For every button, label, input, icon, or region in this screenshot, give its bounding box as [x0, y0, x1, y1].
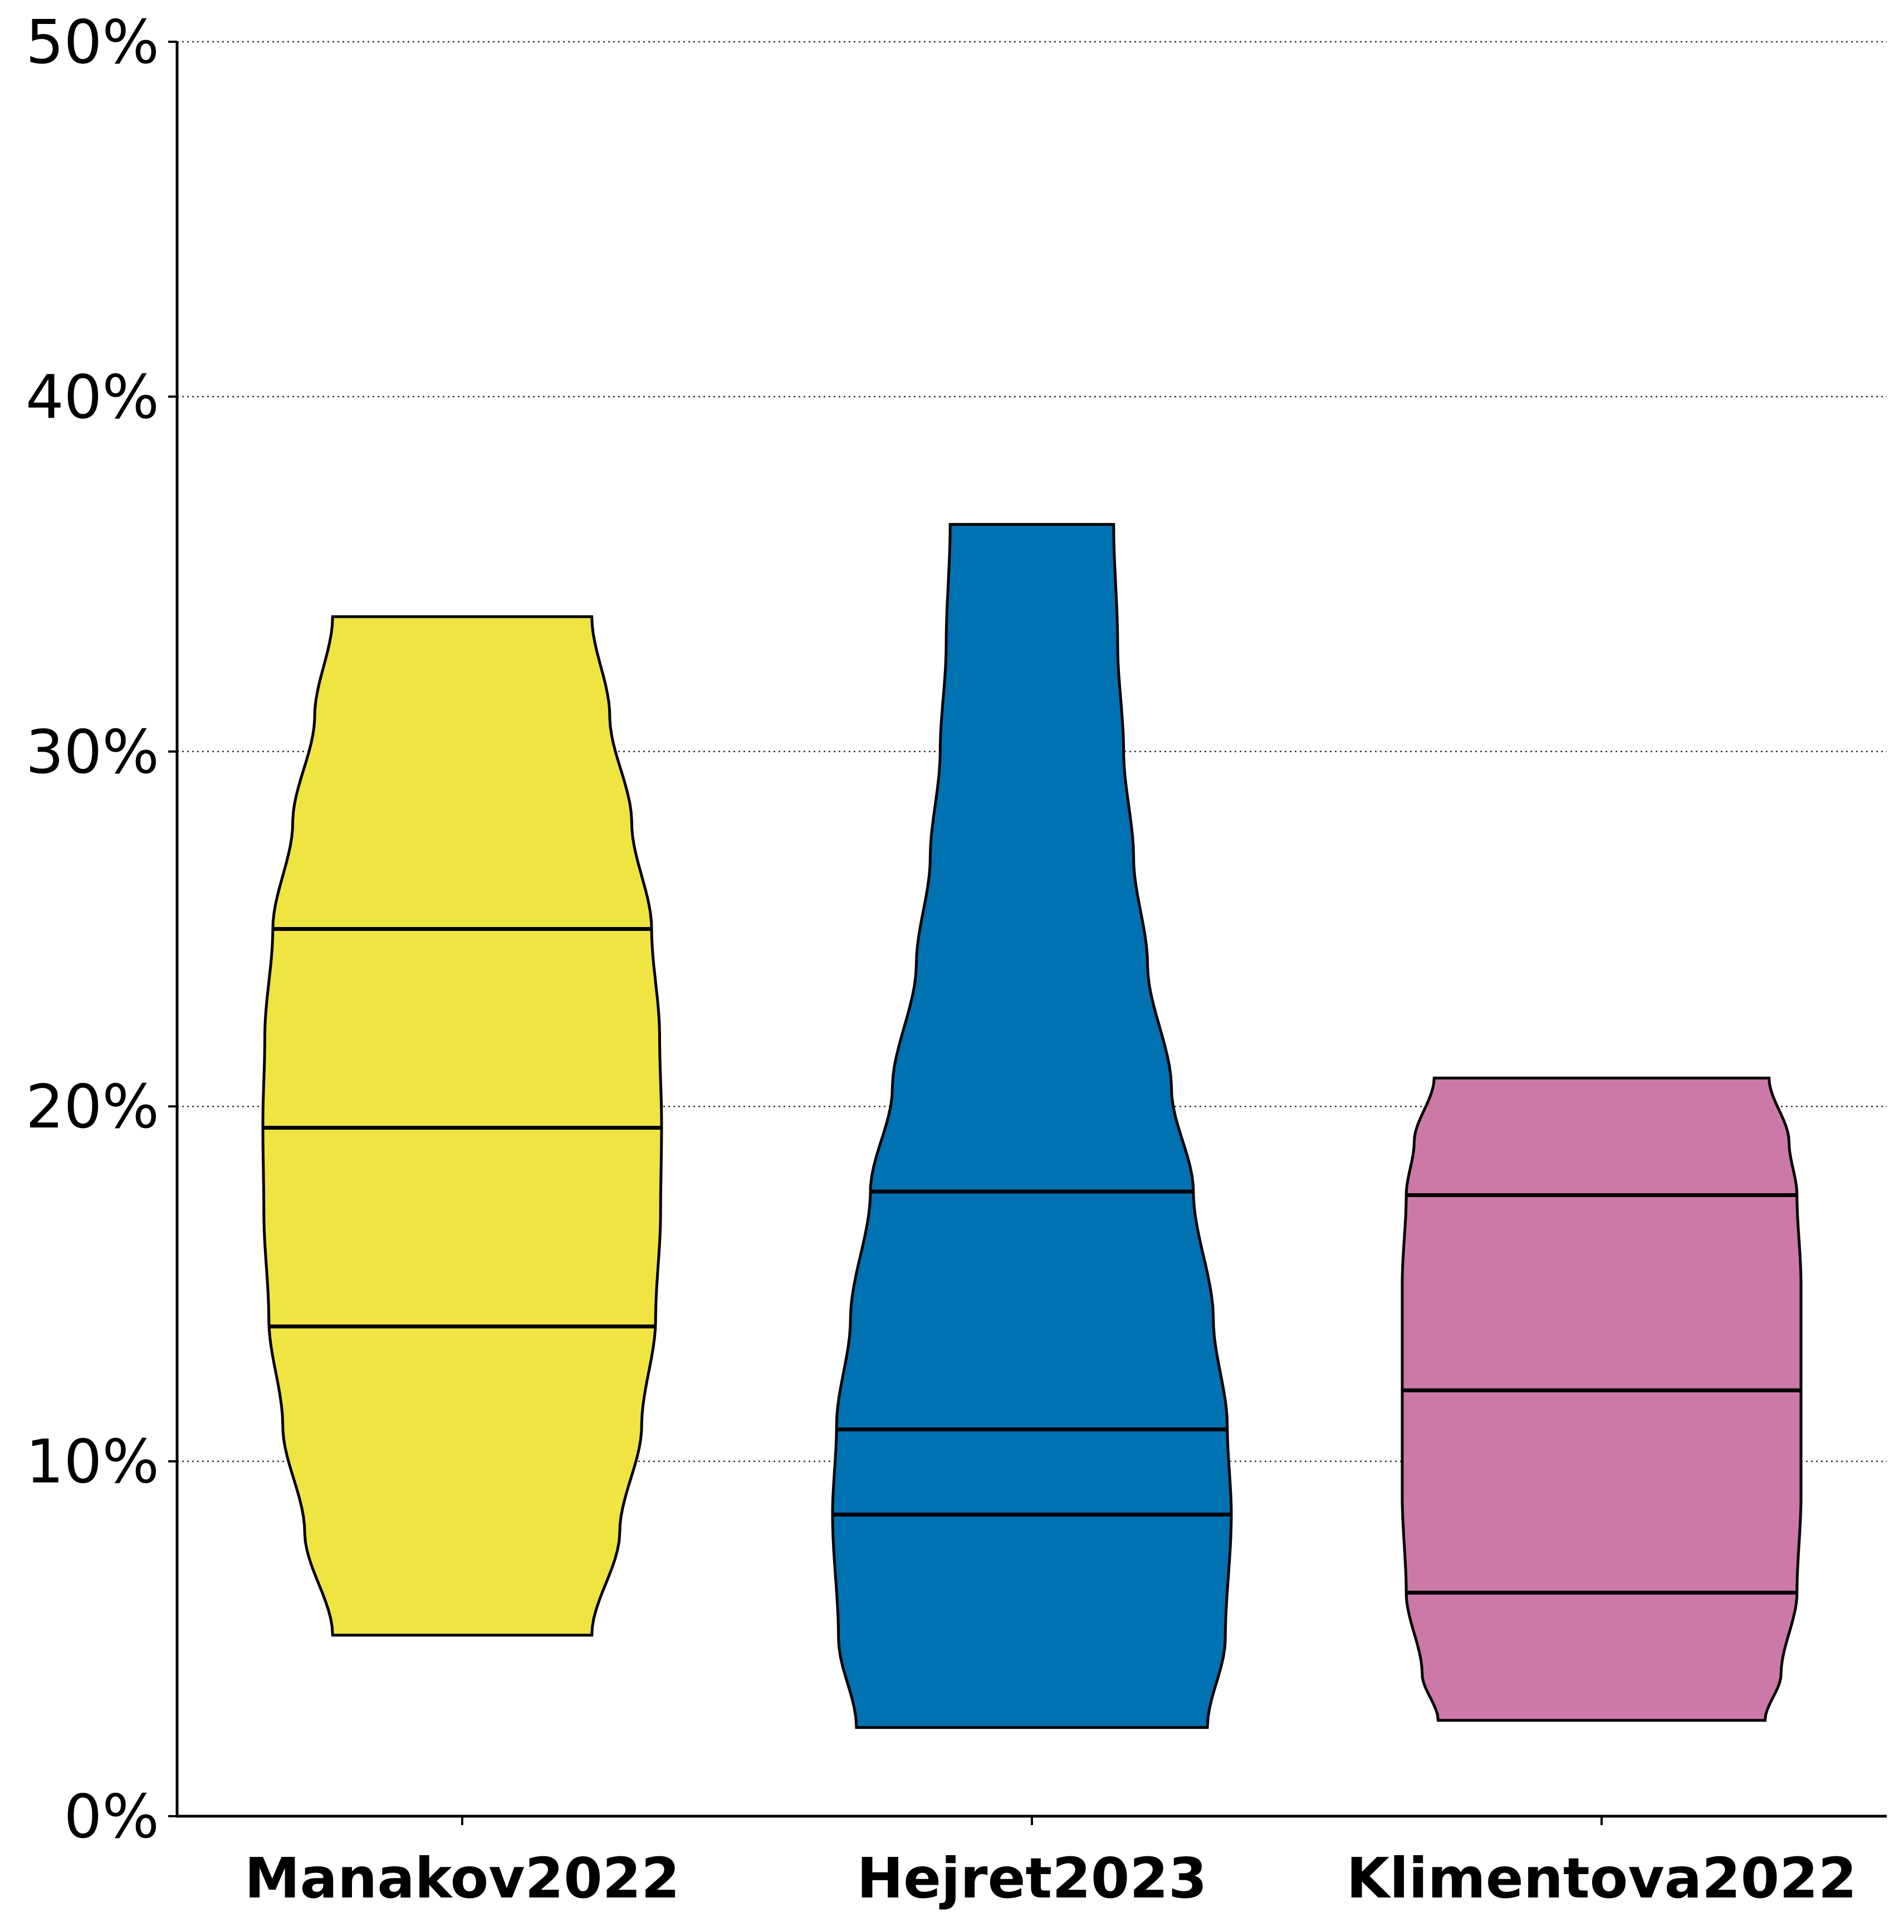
- y-tick-label: 50%: [26, 8, 159, 77]
- y-tick-label: 30%: [26, 718, 159, 787]
- x-tick-label: Klimentova2022: [1347, 1846, 1857, 1911]
- y-tick-label: 40%: [26, 362, 159, 432]
- y-tick-label: 0%: [64, 1782, 159, 1852]
- violins: [261, 523, 1803, 1729]
- tick-labels: 0% 10% 20% 30% 40% 50% Manakov2022 Hejret2023 Kl…: [26, 8, 1857, 1911]
- y-tick-label: 10%: [26, 1428, 159, 1497]
- violin-Hejret2023: [831, 523, 1233, 1729]
- x-tick-label: Hejret2023: [856, 1846, 1207, 1911]
- y-tick-label: 20%: [26, 1072, 159, 1142]
- axes: [168, 41, 1887, 1825]
- x-tick-label: Manakov2022: [244, 1846, 680, 1911]
- violin-Klimentova2022: [1401, 1076, 1803, 1722]
